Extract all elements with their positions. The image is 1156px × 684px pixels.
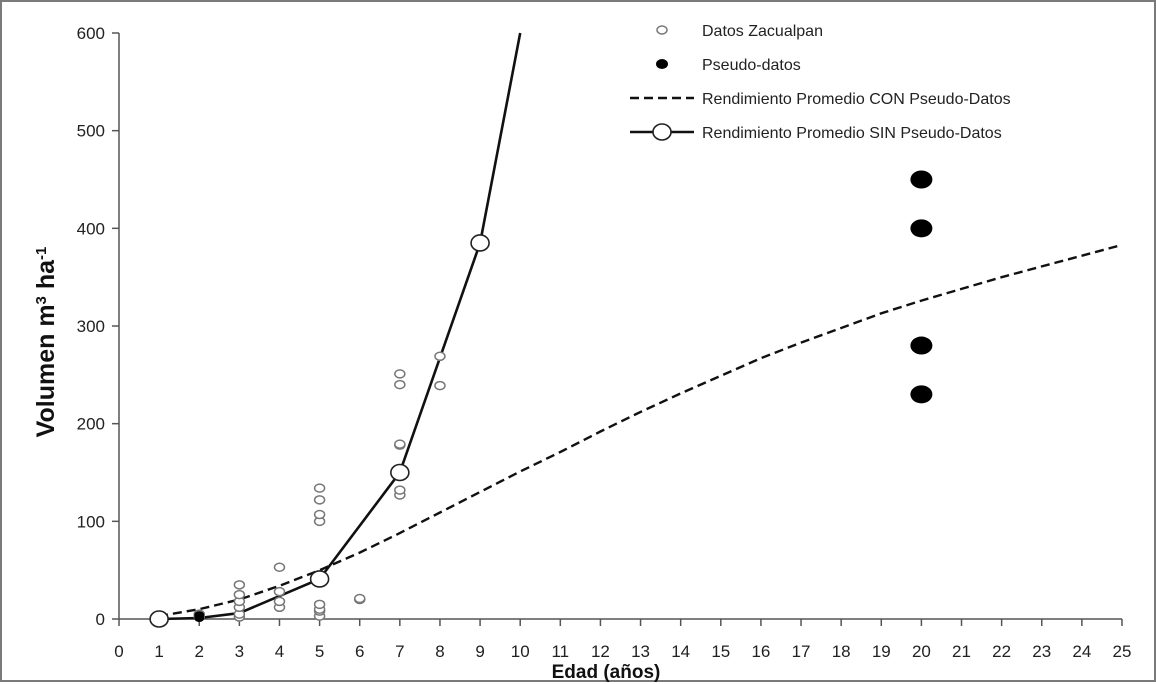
x-tick-label: 10 [511, 642, 530, 661]
x-tick-label: 0 [114, 642, 123, 661]
y-tick-label: 0 [96, 610, 105, 629]
series-line-con-pseudo-datos [158, 243, 1123, 618]
x-tick-label: 20 [912, 642, 931, 661]
marker-sin-pseudo-datos [470, 234, 490, 252]
data-point-zacualpan [233, 580, 246, 590]
data-point-pseudo-datos [194, 611, 205, 620]
x-tick-label: 6 [355, 642, 364, 661]
legend: Datos Zacualpan Pseudo-datos Rendimiento P… [630, 23, 1011, 142]
y-axis-title-main: Volumen m [32, 304, 60, 437]
data-point-zacualpan [353, 593, 366, 604]
y-tick-label: 200 [77, 415, 105, 434]
data-point-zacualpan [233, 589, 246, 600]
x-tick-label: 13 [631, 642, 650, 661]
y-axis-title-sup2: -1 [33, 247, 50, 260]
y-tick-label: 500 [77, 122, 105, 141]
data-point-zacualpan [313, 509, 326, 520]
data-point-zacualpan [313, 483, 326, 493]
data-point-zacualpan [394, 485, 406, 495]
data-point-zacualpan [313, 495, 326, 505]
x-tick-label: 25 [1113, 642, 1132, 661]
x-tick-label: 17 [792, 642, 811, 661]
legend-symbol-sin-marker [652, 123, 672, 141]
x-tick-label: 8 [435, 642, 444, 661]
marker-sin-pseudo-datos [309, 570, 330, 588]
x-tick-label: 12 [591, 642, 610, 661]
x-tick-label: 16 [751, 642, 770, 661]
legend-label: Rendimiento Promedio SIN Pseudo-Datos [702, 125, 1002, 142]
y-axis-title-sup1: 3 [33, 296, 50, 304]
legend-symbol-pseudo-datos [656, 59, 668, 69]
x-tick-label: 22 [992, 642, 1011, 661]
data-point-zacualpan [394, 379, 406, 390]
x-tick-label: 1 [154, 642, 163, 661]
marker-sin-pseudo-datos [149, 610, 169, 628]
data-point-zacualpan [313, 599, 326, 610]
data-point-pseudo-datos [910, 385, 933, 404]
data-point-zacualpan [434, 380, 446, 391]
legend-label: Datos Zacualpan [702, 23, 823, 40]
data-point-pseudo-datos [910, 336, 933, 355]
x-tick-label: 4 [275, 642, 284, 661]
y-tick-label: 100 [77, 512, 105, 531]
x-tick-label: 19 [872, 642, 891, 661]
x-tick-label: 18 [832, 642, 851, 661]
plot-area [149, 32, 1123, 628]
y-tick-label: 300 [77, 317, 105, 336]
x-tick-label: 5 [315, 642, 324, 661]
x-tick-label: 21 [952, 642, 971, 661]
legend-label: Pseudo-datos [702, 57, 801, 74]
marker-sin-pseudo-datos [390, 463, 410, 482]
data-point-zacualpan [394, 369, 406, 379]
data-point-pseudo-datos [910, 219, 933, 238]
y-axis-title: Volumen m3 ha-1 [32, 247, 60, 438]
x-tick-label: 3 [235, 642, 244, 661]
x-tick-label: 24 [1072, 642, 1091, 661]
data-point-pseudo-datos [910, 170, 933, 189]
data-point-zacualpan [273, 562, 286, 572]
y-tick-label: 600 [77, 24, 105, 43]
data-point-zacualpan [434, 351, 446, 362]
x-tick-label: 9 [475, 642, 484, 661]
data-point-zacualpan [273, 596, 286, 607]
x-tick-label: 23 [1032, 642, 1051, 661]
x-tick-label: 15 [711, 642, 730, 661]
x-tick-label: 2 [195, 642, 204, 661]
y-tick-label: 400 [77, 219, 105, 238]
series-line-sin-pseudo-datos [159, 32, 522, 621]
x-tick-label: 7 [395, 642, 404, 661]
legend-symbol-zacualpan [656, 25, 668, 35]
x-tick-label: 11 [551, 642, 569, 661]
x-tick-label: 14 [671, 642, 690, 661]
data-point-zacualpan [394, 439, 406, 449]
y-axis-title-mid: ha [32, 259, 60, 296]
legend-label: Rendimiento Promedio CON Pseudo-Datos [702, 91, 1011, 108]
data-point-zacualpan [273, 586, 286, 597]
x-axis-title: Edad (años) [552, 662, 661, 683]
axes [112, 32, 1123, 626]
